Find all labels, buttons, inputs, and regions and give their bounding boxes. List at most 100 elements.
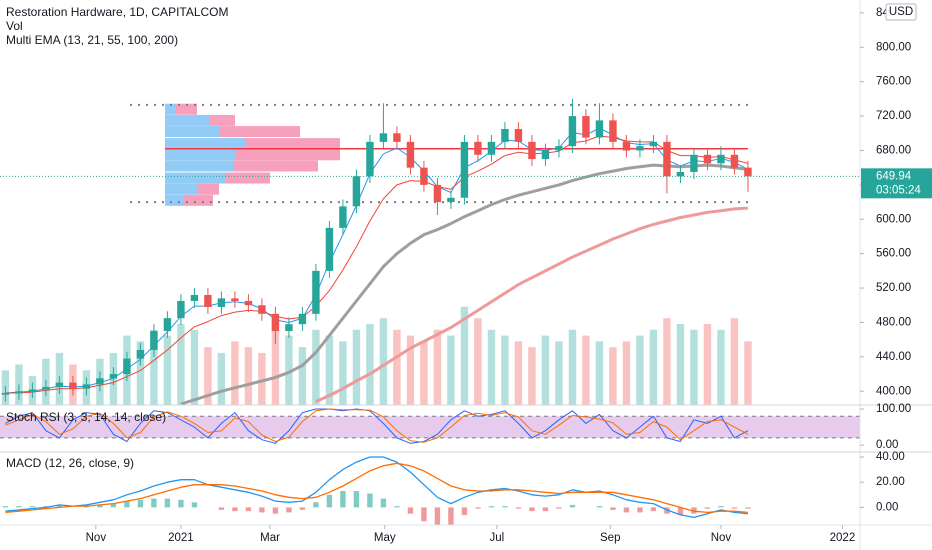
profile-down	[245, 138, 340, 150]
band-fill	[0, 416, 860, 438]
histogram-bar	[502, 506, 508, 508]
volume-bar	[285, 335, 293, 405]
profile-up	[165, 160, 233, 172]
overlay: 649.94 03:05:24 USD	[861, 3, 932, 199]
profile-down	[233, 160, 318, 172]
histogram-bar	[610, 507, 616, 510]
volume-bar	[501, 335, 509, 405]
volume-bar	[528, 347, 536, 405]
histogram-bar	[218, 507, 225, 510]
profile-up	[165, 103, 175, 115]
y-tick-label: 480.00	[876, 316, 911, 328]
volume-bar	[298, 347, 307, 405]
profile-up	[165, 183, 197, 195]
candle-body	[42, 386, 50, 390]
y-tick-label: 400.00	[876, 385, 911, 397]
histogram-bar	[83, 506, 90, 508]
candle-body	[312, 270, 320, 314]
candle-body	[285, 324, 293, 332]
y-tick-label: 20.00	[876, 476, 905, 488]
y-tick-label: 440.00	[876, 351, 911, 363]
candle-body	[298, 313, 307, 325]
y-tick-label: 520.00	[876, 282, 911, 294]
volume-bar	[244, 347, 253, 405]
candle-body	[595, 120, 604, 138]
candle-body	[28, 389, 37, 392]
y-tick-label: 0.00	[876, 439, 898, 451]
histogram-bar	[718, 506, 724, 508]
profile-down	[225, 172, 270, 184]
y-tick-label: 680.00	[876, 145, 911, 157]
volume-bar	[379, 318, 388, 405]
indicator-line	[5, 135, 749, 394]
histogram-bar	[515, 507, 522, 509]
volume-bar	[676, 324, 685, 405]
candle-body	[690, 154, 698, 172]
volume-bar	[717, 329, 725, 405]
candle-body	[352, 176, 361, 207]
indicator-line	[315, 206, 748, 403]
histogram-bar	[232, 507, 238, 512]
indicator-line	[180, 163, 749, 405]
candle-body	[244, 300, 253, 306]
candle-body	[339, 206, 347, 228]
volume-bar	[217, 352, 226, 405]
candle-body	[379, 133, 388, 142]
histogram-bar	[542, 507, 549, 512]
candle-body	[177, 300, 185, 319]
candle-body	[15, 391, 23, 393]
histogram-bar	[731, 507, 738, 509]
volume-bar	[487, 329, 496, 405]
volume-bar	[339, 341, 347, 405]
x-tick-label: Nov	[86, 532, 107, 544]
volume-legend: Vol	[6, 19, 23, 33]
candle-body	[663, 141, 671, 177]
candle-body	[96, 378, 104, 385]
histogram-bar	[178, 499, 184, 508]
x-tick-label: Nov	[711, 532, 732, 544]
volume-bar	[568, 329, 577, 405]
histogram-bar	[650, 507, 657, 512]
currency-label: USD	[889, 6, 913, 18]
volume-bar	[541, 335, 550, 405]
candle-body	[1, 392, 10, 395]
candle-body	[514, 128, 523, 142]
profile-up	[165, 138, 245, 150]
macd-pane	[2, 456, 751, 525]
histogram-bar	[677, 507, 684, 515]
y-tick-label: 40.00	[876, 451, 905, 463]
histogram-bar	[313, 502, 319, 508]
stoch-legend: Stoch RSI (3, 3, 14, 14, close)	[6, 410, 166, 424]
profile-down	[197, 183, 219, 195]
volume-bar	[730, 318, 739, 405]
histogram-bar	[434, 507, 441, 525]
volume-bar	[514, 341, 523, 405]
candle-body	[487, 141, 496, 155]
x-tick-label: 2021	[168, 532, 194, 544]
histogram-bar	[272, 507, 279, 514]
profile-down	[210, 114, 235, 126]
volume-bar	[474, 318, 482, 405]
volume-bar	[690, 329, 698, 405]
indicator-line	[5, 408, 749, 443]
histogram-bar	[745, 507, 751, 509]
volume-bar	[231, 341, 239, 405]
candle-body	[217, 298, 226, 307]
histogram-bar	[286, 507, 292, 513]
candle-body	[649, 141, 658, 147]
indicator-line	[5, 456, 748, 519]
x-tick-label: 2022	[830, 532, 856, 544]
candle-body	[717, 154, 725, 164]
candle-body	[528, 141, 536, 160]
y-tick-label: 100.00	[876, 403, 911, 415]
volume-bar	[204, 347, 212, 405]
profile-up	[165, 194, 183, 206]
histogram-bar	[164, 498, 171, 508]
histogram-bar	[556, 507, 562, 509]
histogram-bar	[367, 493, 373, 508]
candle-body	[582, 116, 590, 138]
histogram-bar	[97, 504, 103, 508]
histogram-bar	[326, 494, 333, 508]
volume-bar	[190, 329, 199, 405]
